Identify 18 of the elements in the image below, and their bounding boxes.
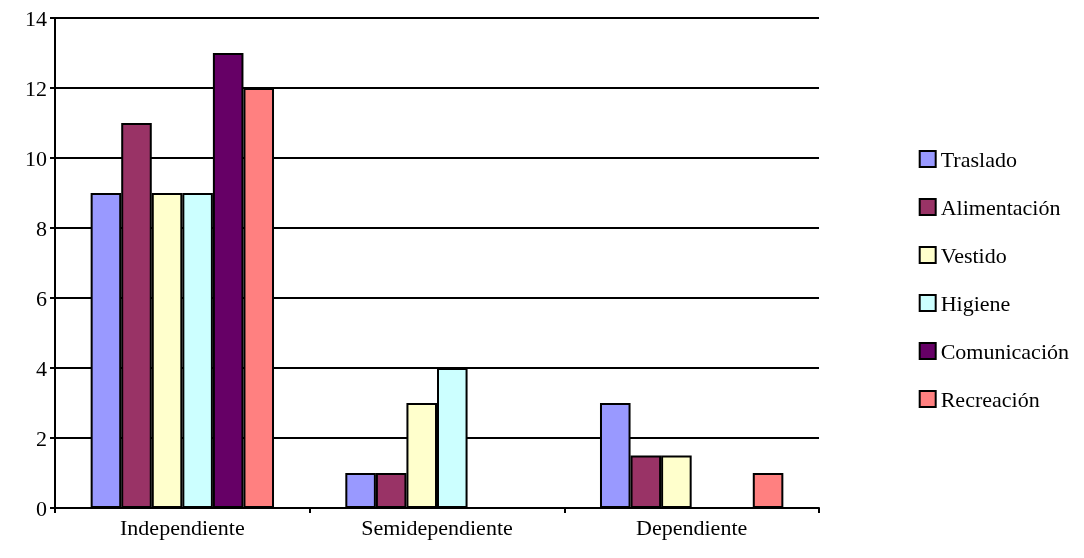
y-tick-label: 6: [36, 285, 47, 311]
legend-label: Higiene: [940, 290, 1011, 316]
y-tick-label: 12: [25, 75, 47, 101]
y-tick-label: 14: [25, 5, 47, 31]
legend-label: Vestido: [940, 242, 1007, 268]
legend-label: Comunicación: [940, 338, 1070, 364]
legend-label: Traslado: [940, 146, 1017, 172]
y-tick-label: 8: [36, 215, 47, 241]
x-tick-label: Independiente: [120, 514, 245, 540]
x-tick-label: Semidependiente: [361, 514, 513, 540]
legend-label: Recreación: [940, 386, 1040, 412]
x-tick-label: Dependiente: [636, 514, 748, 540]
legend-label: Alimentación: [940, 194, 1061, 220]
y-tick-label: 4: [36, 355, 47, 381]
y-tick-label: 10: [25, 145, 47, 171]
y-tick-label: 0: [36, 495, 47, 521]
y-tick-label: 2: [36, 425, 47, 451]
bar: [752, 473, 784, 508]
